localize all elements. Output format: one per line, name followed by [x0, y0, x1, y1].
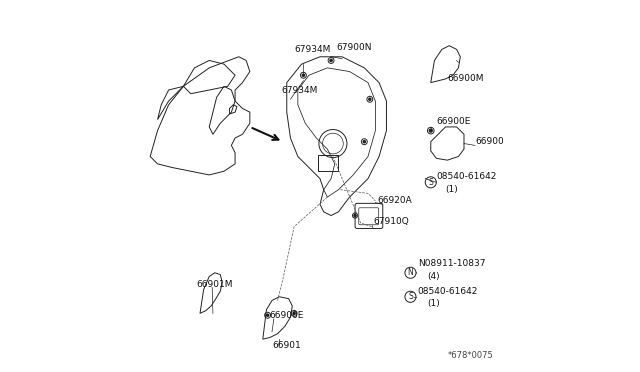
Circle shape: [363, 141, 365, 143]
Text: 66900: 66900: [475, 137, 504, 146]
Text: N08911-10837: N08911-10837: [418, 259, 485, 268]
Text: (1): (1): [427, 299, 440, 308]
Text: 66901: 66901: [273, 341, 301, 350]
Text: S: S: [408, 292, 413, 301]
Circle shape: [293, 312, 295, 314]
Circle shape: [429, 129, 432, 132]
Text: 66900E: 66900E: [436, 117, 470, 126]
Text: 67934M: 67934M: [294, 45, 330, 54]
Text: 66920A: 66920A: [377, 196, 412, 205]
Text: N: N: [408, 268, 413, 277]
Text: 08540-61642: 08540-61642: [436, 172, 497, 181]
Text: 67910Q: 67910Q: [374, 217, 410, 225]
Circle shape: [266, 314, 269, 316]
Circle shape: [302, 74, 305, 76]
Text: (4): (4): [427, 272, 440, 281]
Circle shape: [354, 214, 356, 217]
Text: S: S: [428, 178, 433, 187]
Text: 66901M: 66901M: [196, 280, 233, 289]
Text: *678*0075: *678*0075: [448, 350, 493, 359]
Text: 67934M: 67934M: [281, 86, 317, 94]
Circle shape: [369, 98, 371, 100]
Text: 66900M: 66900M: [447, 74, 484, 83]
Text: 66900E: 66900E: [269, 311, 304, 320]
Text: (1): (1): [445, 185, 458, 194]
Circle shape: [330, 60, 332, 62]
Text: 08540-61642: 08540-61642: [418, 287, 478, 296]
Text: 67900N: 67900N: [337, 43, 372, 52]
